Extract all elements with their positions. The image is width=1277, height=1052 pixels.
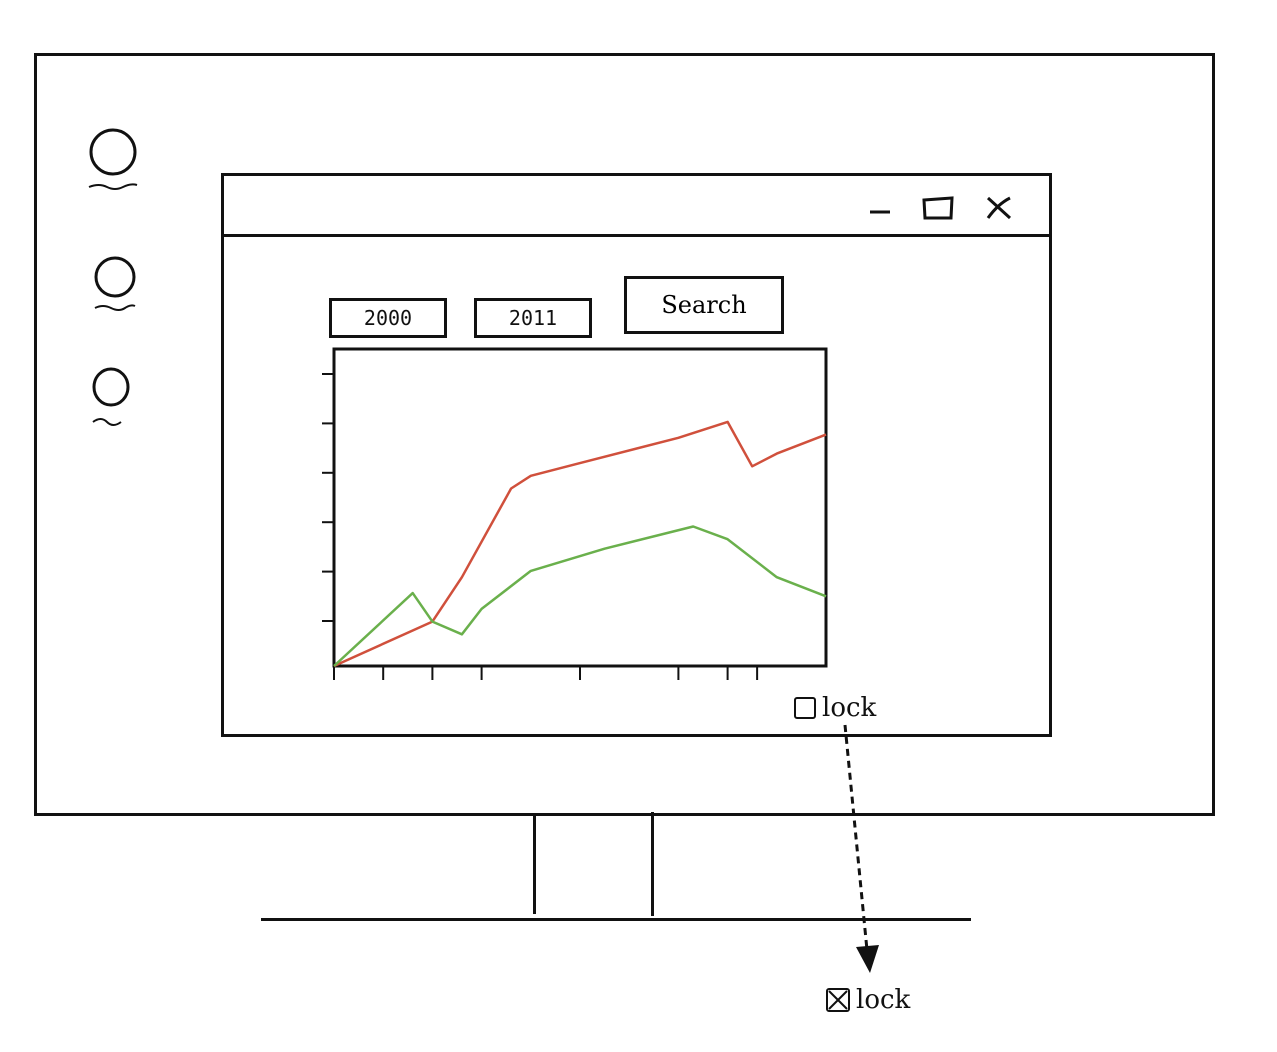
start-year-input[interactable]: 2000 [329,298,447,338]
stand-leg-right [651,812,654,916]
maximize-button[interactable] [918,190,958,224]
desk-base [261,918,971,921]
plot-frame [332,347,828,668]
stand-leg-left [533,816,536,914]
lock-label-checked: lock [856,985,911,1015]
desktop-icon-3[interactable] [85,360,145,440]
desktop-icon-2[interactable] [85,250,145,330]
checkbox-checked-icon [826,988,850,1012]
minimize-button[interactable] [860,190,900,224]
arrow-head-icon [856,945,879,973]
maximize-icon [922,196,954,220]
series-line-2 [333,525,827,667]
lock-label: lock [822,693,877,723]
app-window: 2000 2011 Search lock [221,173,1052,737]
series-line-1 [333,420,827,668]
line-chart [322,347,828,680]
end-year-input[interactable]: 2011 [474,298,592,338]
circle-icon [88,128,138,190]
circle-icon [92,367,130,426]
state-arrow [843,724,879,973]
circle-icon [94,256,136,311]
monitor-screen [34,53,1215,816]
desktop-icon-1[interactable] [85,125,145,205]
lock-checkbox[interactable]: lock [794,693,876,723]
lock-checkbox-checked[interactable]: lock [826,985,910,1015]
close-icon [986,196,1012,220]
minimize-icon [870,210,890,214]
title-bar [224,176,1049,237]
search-button[interactable]: Search [624,276,784,334]
checkbox-unchecked-icon [794,697,816,719]
close-button[interactable] [978,190,1018,224]
dashed-line [843,724,869,951]
